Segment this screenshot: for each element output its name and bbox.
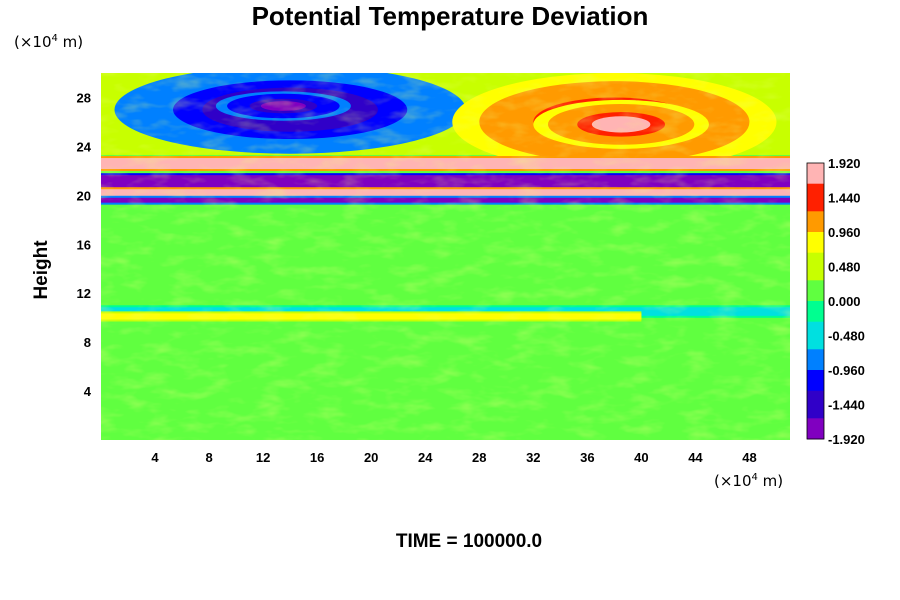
colorbar-swatch bbox=[807, 328, 824, 336]
x-tick-label: 48 bbox=[742, 450, 756, 465]
x-tick-label: 32 bbox=[526, 450, 540, 465]
colorbar-swatch bbox=[807, 266, 824, 274]
colorbar-swatch bbox=[807, 376, 824, 385]
colorbar-swatch bbox=[807, 307, 824, 316]
heatmap-blob bbox=[272, 103, 295, 109]
heatmap-band bbox=[101, 189, 790, 197]
colorbar-tick-label: -1.920 bbox=[828, 432, 865, 447]
x-axis-unit: (×104 m) bbox=[714, 472, 784, 490]
colorbar-swatch bbox=[807, 252, 824, 261]
colorbar-swatch bbox=[807, 245, 824, 254]
colorbar-swatch bbox=[807, 204, 824, 212]
colorbar-swatch bbox=[807, 183, 824, 192]
colorbar-swatch bbox=[807, 418, 824, 426]
colorbar-swatch bbox=[807, 370, 824, 378]
colorbar-swatch bbox=[807, 176, 824, 185]
x-tick-label: 12 bbox=[256, 450, 270, 465]
colorbar-swatch bbox=[807, 321, 824, 330]
colorbar: 1.920 1.440 0.960 0.480 0.000 -0.480 -0.960 -1.… bbox=[806, 156, 865, 447]
heatmap-band bbox=[101, 158, 790, 170]
colorbar-swatch bbox=[807, 238, 824, 247]
colorbar-swatch bbox=[807, 432, 824, 440]
colorbar-tick-label: 0.960 bbox=[828, 225, 861, 240]
y-tick-label: 24 bbox=[77, 139, 92, 154]
time-label: TIME = 100000.0 bbox=[395, 531, 543, 552]
x-tick-label: 44 bbox=[688, 450, 703, 465]
colorbar-swatch bbox=[807, 169, 824, 178]
colorbar-swatch bbox=[807, 411, 824, 419]
colorbar-swatch bbox=[807, 425, 824, 433]
y-tick-label: 8 bbox=[84, 335, 91, 350]
colorbar-swatch bbox=[807, 363, 824, 371]
colorbar-tick-label: -0.480 bbox=[828, 329, 865, 344]
colorbar-swatch bbox=[807, 397, 824, 405]
y-axis-ticks: 4 8 12 16 20 24 28 bbox=[77, 90, 92, 399]
colorbar-swatch bbox=[807, 163, 824, 171]
colorbar-tick-label: 0.000 bbox=[828, 294, 861, 309]
x-tick-label: 8 bbox=[205, 450, 212, 465]
x-tick-label: 4 bbox=[151, 450, 159, 465]
colorbar-tick-label: 1.920 bbox=[828, 156, 861, 171]
colorbar-swatch bbox=[807, 273, 824, 281]
colorbar-swatch bbox=[807, 287, 824, 295]
colorbar-swatch bbox=[807, 404, 824, 412]
colorbar-tick-label: -0.960 bbox=[828, 363, 865, 378]
colorbar-swatch bbox=[807, 280, 824, 288]
colorbar-swatch bbox=[807, 190, 824, 198]
colorbar-swatch bbox=[807, 314, 824, 323]
y-tick-label: 4 bbox=[84, 384, 92, 399]
x-tick-label: 24 bbox=[418, 450, 433, 465]
colorbar-swatch bbox=[807, 335, 824, 343]
x-tick-label: 40 bbox=[634, 450, 648, 465]
colorbar-swatch bbox=[807, 232, 824, 240]
colorbar-swatch bbox=[807, 356, 824, 364]
colorbar-frame bbox=[806, 162, 825, 440]
colorbar-swatch bbox=[807, 294, 824, 302]
x-tick-label: 16 bbox=[310, 450, 324, 465]
x-tick-label: 28 bbox=[472, 450, 486, 465]
colorbar-swatch bbox=[807, 259, 824, 267]
colorbar-swatch bbox=[807, 390, 824, 399]
colorbar-swatch bbox=[807, 225, 824, 233]
colorbar-tick-label: -1.440 bbox=[828, 398, 865, 413]
heatmap-band bbox=[101, 197, 790, 203]
y-axis-unit: (×104 m) bbox=[14, 33, 84, 51]
heatmap-field bbox=[101, 73, 790, 440]
colorbar-swatch bbox=[807, 342, 824, 350]
colorbar-swatch bbox=[807, 349, 824, 357]
colorbar-tick-label: 0.480 bbox=[828, 260, 861, 275]
y-tick-label: 16 bbox=[77, 237, 91, 252]
heatmap-blob bbox=[606, 120, 636, 129]
y-tick-label: 12 bbox=[77, 286, 91, 301]
chart-title: Potential Temperature Deviation bbox=[251, 1, 649, 31]
heatmap-band bbox=[101, 175, 790, 189]
colorbar-tick-label: 1.440 bbox=[828, 191, 861, 206]
colorbar-swatch bbox=[807, 197, 824, 205]
colorbar-swatch bbox=[807, 383, 824, 392]
x-axis-ticks: 4 8 12 16 20 24 28 32 36 40 44 48 bbox=[151, 450, 756, 465]
x-tick-label: 36 bbox=[580, 450, 594, 465]
y-tick-label: 20 bbox=[77, 188, 91, 203]
x-tick-label: 20 bbox=[364, 450, 378, 465]
colorbar-swatch bbox=[807, 218, 824, 226]
colorbar-swatch bbox=[807, 301, 824, 309]
y-tick-label: 28 bbox=[77, 90, 91, 105]
colorbar-swatch bbox=[807, 211, 824, 219]
heatmap-band bbox=[101, 313, 642, 320]
